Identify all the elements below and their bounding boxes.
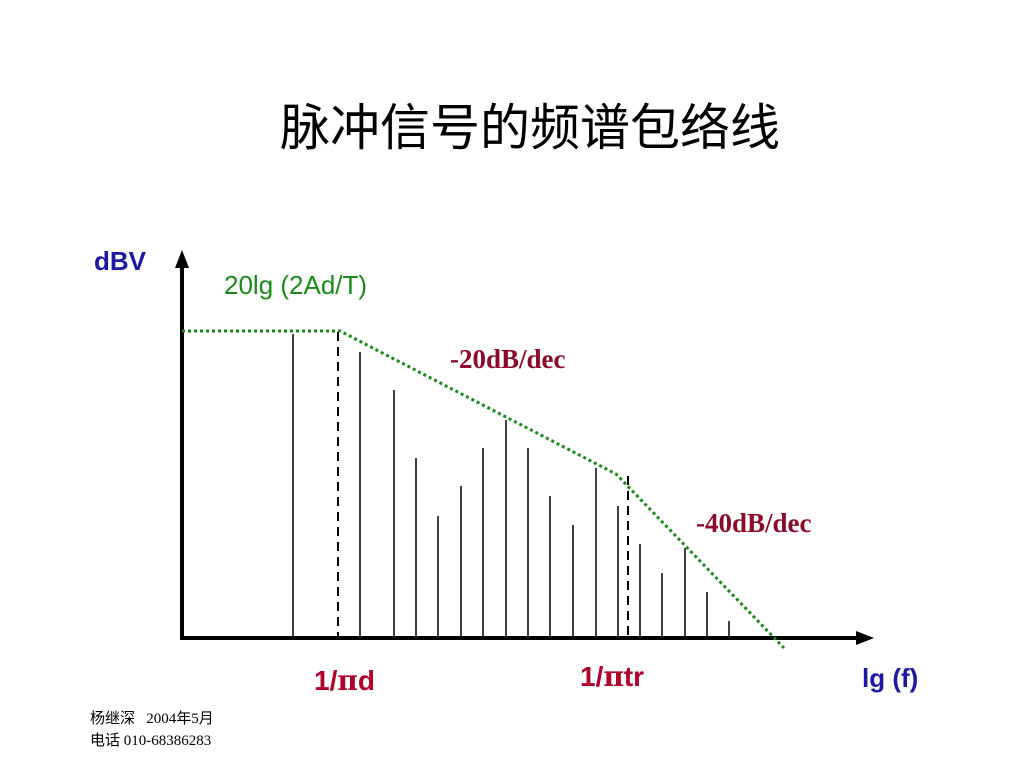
footer-author-date: 杨继深 2004年5月	[90, 711, 214, 727]
corner1-label-symbol: π	[337, 664, 358, 697]
corner2-label-symbol: π	[603, 660, 624, 693]
corner1-label-prefix: 1/	[314, 665, 338, 696]
spectrum-envelope-line	[182, 329, 786, 650]
corner2-label: 1/πtr	[580, 660, 644, 693]
corner2-label-suffix: tr	[624, 661, 644, 692]
slide-title: 脉冲信号的频谱包络线	[280, 99, 780, 157]
slope1-label: -20dB/dec	[450, 344, 566, 374]
footer: 杨继深 2004年5月 电话 010-68386283	[90, 708, 214, 752]
corner2-label-prefix: 1/	[580, 661, 604, 692]
dc-level-label: 20lg (2Ad/T)	[224, 270, 367, 300]
slope2-label: -40dB/dec	[696, 508, 812, 538]
spectral-lines	[292, 334, 730, 638]
y-axis-arrow	[175, 250, 189, 268]
x-axis-arrow	[856, 631, 874, 645]
x-axis-label: lg (f)	[862, 663, 918, 693]
footer-phone: 电话 010-68386283	[90, 733, 212, 749]
y-axis-label: dBV	[94, 246, 147, 276]
spectrum-envelope-diagram: dBV lg (f) 20lg (2Ad/T) -20dB/dec -40dB/…	[94, 246, 918, 697]
corner1-label-suffix: d	[358, 665, 375, 696]
corner1-label: 1/πd	[314, 664, 375, 697]
